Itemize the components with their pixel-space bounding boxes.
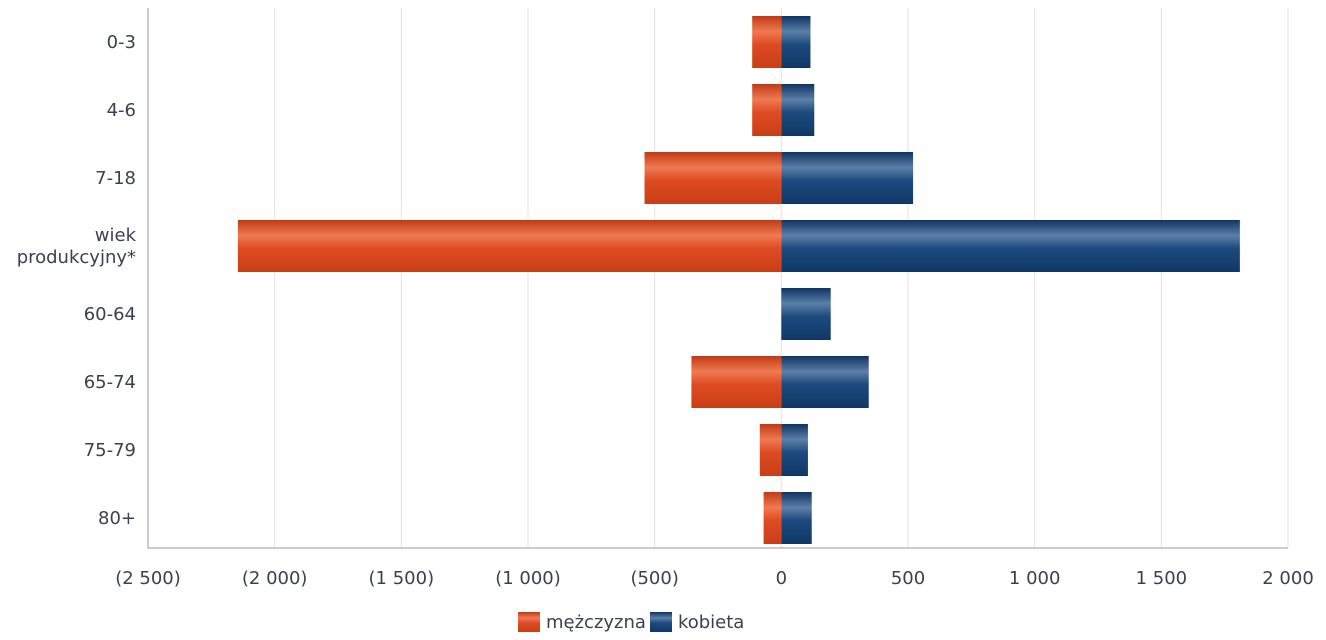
x-tick-label: (1 500) [369,568,435,589]
axes [147,8,1288,549]
legend: mężczyzna kobieta [518,610,748,634]
legend-label-male: mężczyzna [546,611,646,633]
x-tick-label: 2 000 [1262,568,1314,589]
bar-male [237,220,782,272]
bar-male [691,356,782,408]
bar-female [781,492,812,544]
x-tick-label: 1 500 [1136,568,1188,589]
bar-female [781,84,815,136]
category-label: 0-3 [107,32,136,53]
bar-male [752,16,782,68]
bar-female [781,152,914,204]
legend-swatch-female [649,612,672,632]
bar-female [781,16,811,68]
category-label-line: produkcyjny* [17,247,136,268]
category-label: 75-79 [84,440,136,461]
category-label: 60-64 [84,304,136,325]
category-label: 80+ [98,508,136,529]
category-label: 4-6 [107,100,136,121]
x-tick-label: 1 000 [1009,568,1061,589]
x-tick-label: (1 000) [495,568,561,589]
bar-female [781,356,869,408]
bar-male [759,424,782,476]
category-label: 65-74 [84,372,136,393]
bar-female [781,220,1240,272]
x-tick-label: (2 500) [115,568,181,589]
bars [237,16,1240,544]
legend-item-female: kobieta [649,611,748,633]
x-tick-label: 0 [776,568,787,589]
x-tick-label: 500 [891,568,925,589]
legend-swatch-male [518,612,540,632]
legend-label-female: kobieta [677,611,745,633]
bar-male [644,152,782,204]
bar-female [781,288,831,340]
x-tick-label: (2 000) [242,568,308,589]
category-label: wiek produkcyjny* [17,225,137,268]
x-tick-label: (500) [630,568,678,589]
category-label: 7-18 [95,168,136,189]
bar-male [752,84,782,136]
bar-male [763,492,782,544]
bar-female [781,424,808,476]
labels: (2 500) (2 000) (1 500) (1 000) (500) 0 500 1 0… [17,32,1314,589]
category-label-line: wiek [95,225,137,246]
legend-item-male: mężczyzna [518,612,650,633]
